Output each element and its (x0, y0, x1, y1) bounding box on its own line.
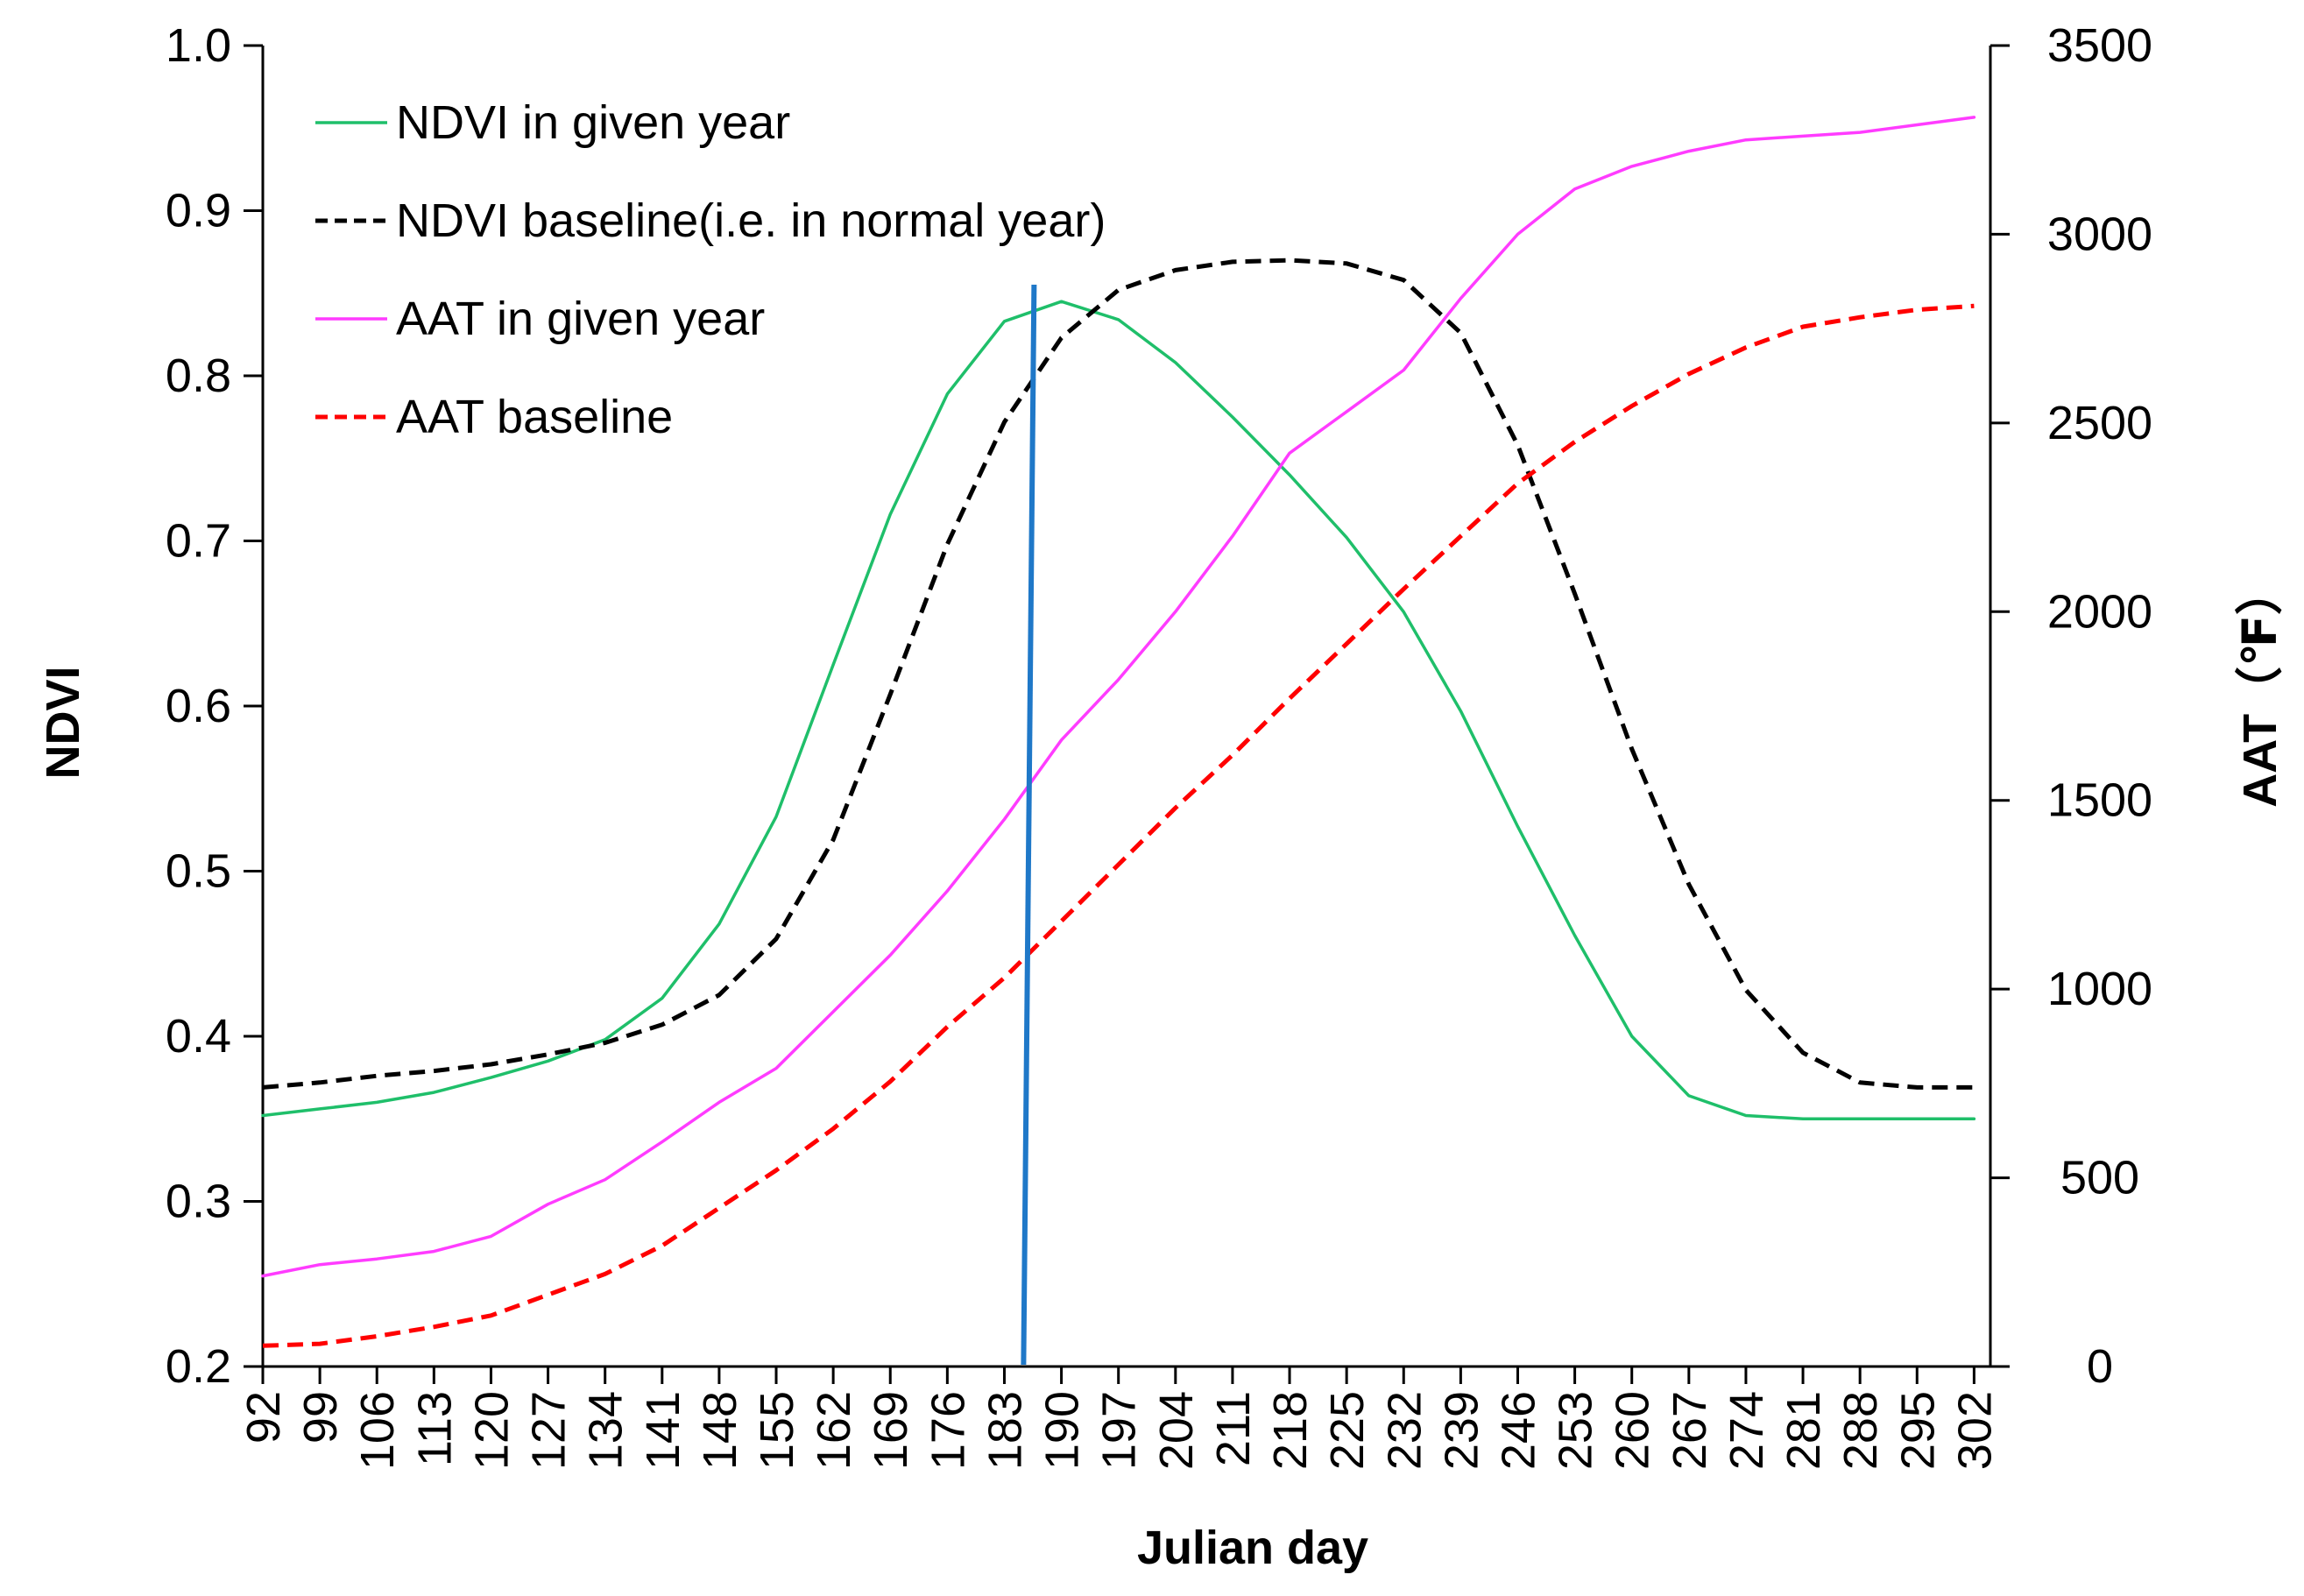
x-tick-label: 141 (637, 1391, 689, 1470)
x-axis-title: Julian day (1137, 1522, 1368, 1574)
y2-tick-label: 500 (2060, 1152, 2139, 1204)
y2-tick-label: 2500 (2047, 397, 2152, 449)
legend-label-3: AAT in given year (396, 293, 765, 345)
x-tick-label: 204 (1150, 1391, 1203, 1470)
series-layer (261, 116, 1976, 1366)
y-tick-label: 0.9 (166, 185, 231, 237)
x-tick-label: 106 (351, 1391, 404, 1470)
x-tick-label: 148 (694, 1391, 746, 1470)
y-tick-label: 0.5 (166, 845, 231, 898)
y-axis-title: NDVI (37, 666, 89, 779)
x-tick-label: 190 (1036, 1391, 1089, 1470)
x-tick-label: 267 (1664, 1391, 1716, 1470)
x-tick-label: 232 (1378, 1391, 1431, 1470)
x-tick-label: 253 (1550, 1391, 1602, 1470)
legend-label-4: AAT baseline (396, 391, 673, 443)
x-tick-label: 281 (1777, 1391, 1830, 1470)
x-tick-label: 162 (808, 1391, 860, 1470)
series-line-4 (262, 303, 1975, 1348)
x-tick-label: 211 (1207, 1391, 1260, 1466)
x-tick-label: 134 (580, 1391, 633, 1470)
y2-tick-label: 1500 (2047, 774, 2152, 827)
legend-label-2: NDVI baseline(i.e. in normal year) (396, 194, 1106, 247)
x-tick-label: 155 (751, 1391, 803, 1470)
series-line-3 (261, 116, 1976, 1278)
y2-tick-label: 2000 (2047, 585, 2152, 638)
series-line-1 (261, 300, 1976, 1121)
y-tick-label: 1.0 (166, 19, 231, 72)
x-tick-label: 239 (1435, 1391, 1488, 1470)
x-tick-label: 260 (1607, 1391, 1659, 1470)
y-tick-label: 0.7 (166, 515, 231, 568)
x-tick-label: 92 (237, 1391, 290, 1444)
x-tick-label: 176 (922, 1391, 974, 1470)
y-tick-label: 0.8 (166, 350, 231, 402)
axes: 0.2 0.3 0.4 0.5 0.6 0.7 0.8 0.9 1.0 0 500 1000 1500 2… (166, 19, 2152, 1470)
x-tick-label: 246 (1492, 1391, 1544, 1470)
x-tick-label: 113 (408, 1391, 461, 1466)
y2-tick-label: 3000 (2047, 208, 2152, 260)
series-line-2 (262, 258, 1975, 1090)
y-tick-label: 0.3 (166, 1176, 231, 1228)
x-tick-label: 225 (1321, 1391, 1374, 1470)
x-tick-label: 218 (1264, 1391, 1317, 1470)
y2-axis-title: AAT（℉） (2234, 568, 2286, 808)
marker-line (1021, 284, 1037, 1366)
y-tick-label: 0.2 (166, 1340, 231, 1393)
x-tick-label: 120 (465, 1391, 518, 1470)
x-tick-label: 169 (865, 1391, 917, 1470)
x-tick-label: 295 (1891, 1391, 1944, 1470)
y2-tick-label: 3500 (2047, 19, 2152, 72)
y-tick-label: 0.4 (166, 1010, 231, 1063)
y2-tick-label: 0 (2087, 1340, 2113, 1393)
y2-tick-label: 1000 (2047, 963, 2152, 1015)
x-tick-label: 274 (1721, 1391, 1773, 1470)
x-tick-label: 302 (1948, 1391, 2001, 1470)
x-tick-label: 197 (1093, 1391, 1146, 1470)
x-tick-label: 127 (523, 1391, 576, 1470)
legend-label-1: NDVI in given year (396, 96, 790, 149)
y-tick-label: 0.6 (166, 680, 231, 732)
x-tick-label: 183 (979, 1391, 1031, 1470)
legend: NDVI in given year NDVI baseline(i.e. in … (315, 96, 1106, 443)
x-tick-label: 99 (294, 1391, 347, 1444)
x-tick-label: 288 (1834, 1391, 1887, 1470)
